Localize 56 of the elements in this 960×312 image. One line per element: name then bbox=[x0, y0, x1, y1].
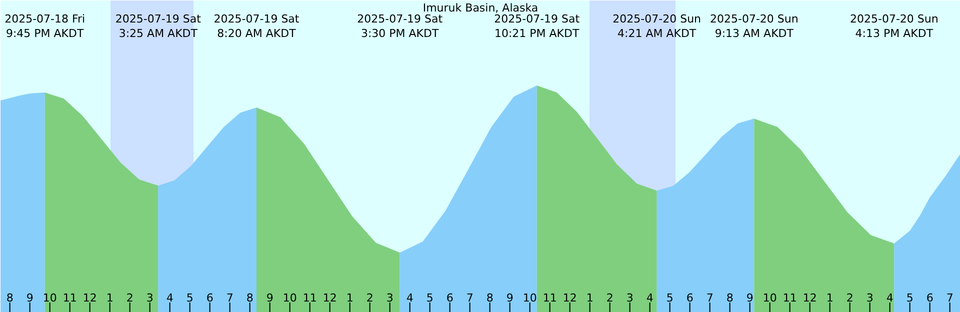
x-tick-label: 11 bbox=[542, 292, 557, 304]
x-tick-label: 3 bbox=[866, 292, 874, 304]
x-tick-label: 8 bbox=[726, 292, 734, 304]
x-tick-label: 9 bbox=[266, 292, 274, 304]
x-tick-label: 6 bbox=[206, 292, 214, 304]
x-tick-label: 1 bbox=[346, 292, 354, 304]
x-tick-label: 2 bbox=[846, 292, 854, 304]
x-tick-label: 10 bbox=[762, 292, 777, 304]
x-tick-label: 3 bbox=[146, 292, 154, 304]
text: 2025-07-20 Sun 4:13 PM AKDT bbox=[850, 12, 938, 40]
text: 2025-07-19 Sat 3:30 PM AKDT bbox=[357, 12, 444, 40]
x-tick-label: 9 bbox=[506, 292, 514, 304]
x-tick-label: 12 bbox=[802, 292, 817, 304]
x-tick-label: 2 bbox=[606, 292, 614, 304]
x-tick-label: 1 bbox=[826, 292, 834, 304]
x-tick-label: 7 bbox=[226, 292, 234, 304]
x-tick-label: 10 bbox=[282, 292, 297, 304]
x-tick-label: 6 bbox=[926, 292, 934, 304]
x-tick-label: 5 bbox=[426, 292, 434, 304]
text: 2025-07-19 Sat 8:20 AM AKDT bbox=[214, 12, 300, 40]
x-tick-label: 1 bbox=[106, 292, 114, 304]
x-tick-label: 8 bbox=[6, 292, 14, 304]
text: 2025-07-20 Sun 4:21 AM AKDT bbox=[612, 12, 702, 40]
text: 2025-07-20 Sun 9:13 AM AKDT bbox=[710, 12, 798, 40]
x-tick-label: 10 bbox=[522, 292, 537, 304]
chart-title: Imuruk Basin, Alaska bbox=[422, 2, 538, 14]
x-tick-label: 7 bbox=[706, 292, 714, 304]
text: 2025-07-19 Sat 3:25 AM AKDT bbox=[115, 12, 202, 40]
x-tick-label: 1 bbox=[586, 292, 594, 304]
x-tick-label: 11 bbox=[62, 292, 77, 304]
x-tick-label: 11 bbox=[302, 292, 317, 304]
x-tick-label: 5 bbox=[186, 292, 194, 304]
x-tick-label: 8 bbox=[486, 292, 494, 304]
x-tick-label: 2 bbox=[126, 292, 134, 304]
x-tick-label: 8 bbox=[246, 292, 254, 304]
x-tick-label: 3 bbox=[626, 292, 634, 304]
x-tick-label: 5 bbox=[906, 292, 914, 304]
x-tick-label: 5 bbox=[666, 292, 674, 304]
x-tick-label: 11 bbox=[782, 292, 797, 304]
x-tick-label: 4 bbox=[886, 292, 894, 304]
x-tick-label: 2 bbox=[366, 292, 374, 304]
x-tick-label: 12 bbox=[322, 292, 337, 304]
x-tick-label: 3 bbox=[386, 292, 394, 304]
text: 2025-07-18 Fri 9:45 PM AKDT bbox=[4, 12, 86, 40]
x-tick-label: 4 bbox=[406, 292, 414, 304]
x-tick-label: 7 bbox=[946, 292, 954, 304]
x-tick-label: 4 bbox=[166, 292, 174, 304]
x-tick-label: 7 bbox=[466, 292, 474, 304]
x-tick-label: 4 bbox=[646, 292, 654, 304]
x-tick-label: 6 bbox=[446, 292, 454, 304]
x-tick-label: 12 bbox=[562, 292, 577, 304]
x-tick-label: 9 bbox=[26, 292, 34, 304]
x-tick-label: 9 bbox=[746, 292, 754, 304]
text: 2025-07-19 Sat 10:21 PM AKDT bbox=[494, 12, 580, 40]
x-tick-label: 12 bbox=[82, 292, 97, 304]
x-tick-label: 6 bbox=[686, 292, 694, 304]
